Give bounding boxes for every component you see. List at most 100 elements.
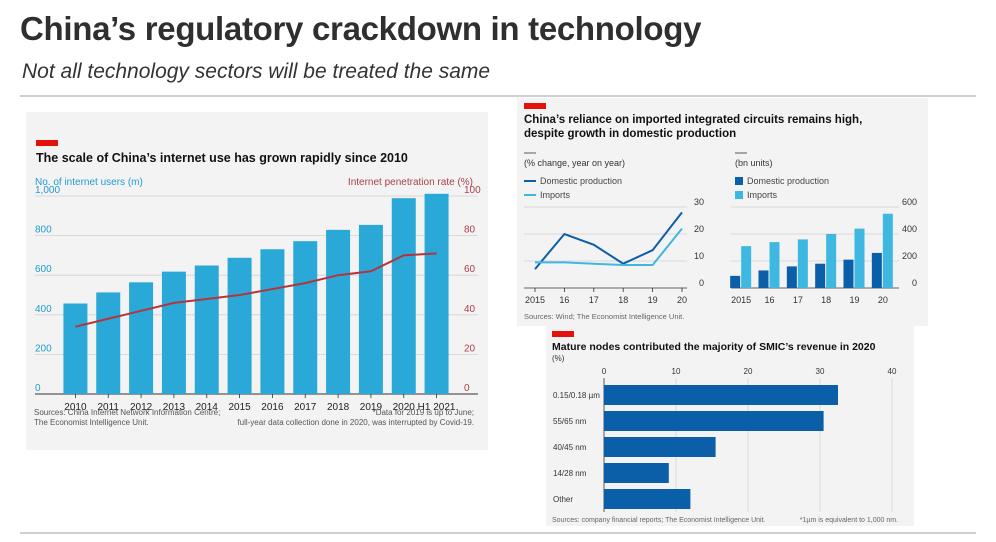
x-tick-label: H1 2021 <box>418 402 456 413</box>
legend-label-domestic: Domestic production <box>540 176 622 186</box>
x-tick-label: 10 <box>672 367 681 376</box>
left-tick-label: 400 <box>35 304 52 315</box>
y-tick-label: 0 <box>699 278 704 288</box>
imports-bar <box>797 239 808 288</box>
imports-bar <box>882 213 893 288</box>
ic-units-bar-chart: (bn units) Domestic production Imports 0 200… <box>730 152 917 305</box>
users-bar <box>358 224 383 394</box>
revenue-bar <box>604 437 716 457</box>
x-tick-label: 18 <box>618 295 628 305</box>
right-tick-label: 40 <box>464 304 476 315</box>
right-tick-label: 80 <box>464 225 476 236</box>
smic-revenue-bar-chart: 0 10 20 30 40 0.15/0.18 µm 55/65 nm 40/45 nm 14/… <box>552 367 898 524</box>
category-label: 40/45 nm <box>553 443 587 452</box>
slide-subtitle: Not all technology sectors will be treat… <box>22 60 491 83</box>
revenue-bar <box>604 463 669 483</box>
domestic-production-bar <box>843 259 854 288</box>
slide-title: China’s regulatory crackdown in technolo… <box>20 10 702 47</box>
legend-swatch-domestic <box>735 177 743 185</box>
x-tick-label: 2018 <box>327 402 350 413</box>
source-text: Sources: company financial reports; The … <box>552 517 766 524</box>
domestic-production-bar <box>815 263 826 288</box>
x-tick-label: 2016 <box>261 402 284 413</box>
domestic-production-bar <box>730 275 741 288</box>
ic-chart-title-line-2: despite growth in domestic production <box>524 128 737 140</box>
smic-unit-label: (%) <box>552 354 565 363</box>
left-tick-label: 1,000 <box>35 185 60 196</box>
right-tick-label: 0 <box>464 383 470 394</box>
legend-swatch-imports <box>735 191 743 199</box>
top-divider <box>20 95 976 97</box>
users-bar <box>129 282 154 394</box>
penetration-rate-line <box>75 252 437 328</box>
smic-chart-title: Mature nodes contributed the majority of… <box>552 341 876 353</box>
x-tick-label: 2017 <box>294 402 317 413</box>
domestic-production-line <box>534 211 683 270</box>
right-tick-label: 60 <box>464 264 476 275</box>
domestic-production-bar <box>758 270 769 288</box>
users-bar <box>391 198 416 394</box>
ic-growth-line-chart: (% change, year on year) Domestic product… <box>524 152 704 321</box>
x-tick-label: 2011 <box>97 402 119 413</box>
imports-bar <box>826 234 837 288</box>
x-tick-label: 2010 <box>64 402 87 413</box>
x-tick-label: 20 <box>744 367 753 376</box>
legend-label-imports: Imports <box>747 190 778 200</box>
legend-label-domestic: Domestic production <box>747 176 829 186</box>
revenue-bar <box>604 489 691 509</box>
users-bar <box>194 265 219 394</box>
y-tick-label: 10 <box>694 251 704 261</box>
x-tick-label: 0 <box>602 367 607 376</box>
ic-chart-red-tag <box>524 103 546 109</box>
source-line-1: Sources: China Internet Network Informat… <box>34 408 220 417</box>
unit-label: (% change, year on year) <box>524 158 625 168</box>
internet-chart-red-tag <box>36 140 58 146</box>
x-tick-label: 2020 <box>393 402 416 413</box>
left-axis-label: No. of internet users (m) <box>35 177 143 188</box>
ic-chart-title-line-1: China’s reliance on imported integrated … <box>524 114 863 126</box>
users-bar <box>63 303 88 394</box>
source-text: Sources: Wind; The Economist Intelligenc… <box>524 312 684 321</box>
users-bar <box>293 241 318 394</box>
x-tick-label: 17 <box>793 295 803 305</box>
y-tick-label: 0 <box>912 278 917 288</box>
y-tick-label: 600 <box>902 197 917 207</box>
imports-bar <box>854 228 865 288</box>
left-tick-label: 800 <box>35 225 52 236</box>
y-tick-label: 400 <box>902 224 917 234</box>
right-tick-label: 20 <box>464 343 476 354</box>
x-tick-label: 2013 <box>163 402 186 413</box>
right-axis-label: Internet penetration rate (%) <box>348 177 473 188</box>
x-tick-label: 18 <box>821 295 831 305</box>
domestic-production-bar <box>871 252 882 288</box>
users-bar <box>424 193 449 394</box>
left-tick-label: 200 <box>35 343 52 354</box>
x-tick-label: 2019 <box>360 402 383 413</box>
note-line-2: full-year data collection done in 2020, … <box>237 418 474 427</box>
category-label: 55/65 nm <box>553 417 587 426</box>
right-tick-label: 100 <box>464 185 481 196</box>
revenue-bar <box>604 385 838 405</box>
bottom-divider <box>20 532 976 534</box>
category-label: Other <box>553 495 573 504</box>
note-text: *1µm is equivalent to 1,000 nm. <box>800 517 898 524</box>
x-tick-label: 30 <box>816 367 825 376</box>
domestic-production-bar <box>786 266 797 288</box>
x-tick-label: 40 <box>888 367 897 376</box>
users-bar <box>326 229 351 394</box>
x-tick-label: 2014 <box>196 402 219 413</box>
x-tick-label: 2015 <box>731 295 751 305</box>
imports-bar <box>769 242 780 288</box>
imports-line <box>535 227 683 267</box>
users-bar <box>96 292 121 394</box>
y-tick-label: 200 <box>902 251 917 261</box>
internet-use-chart: No. of internet users (m) Internet penetr… <box>34 177 481 427</box>
users-bar <box>260 249 285 394</box>
x-tick-label: 17 <box>589 295 599 305</box>
left-tick-label: 0 <box>35 383 41 394</box>
revenue-bar <box>604 411 824 431</box>
left-tick-label: 600 <box>35 264 52 275</box>
x-tick-label: 20 <box>878 295 888 305</box>
users-bar <box>227 257 252 394</box>
category-label: 14/28 nm <box>553 469 587 478</box>
